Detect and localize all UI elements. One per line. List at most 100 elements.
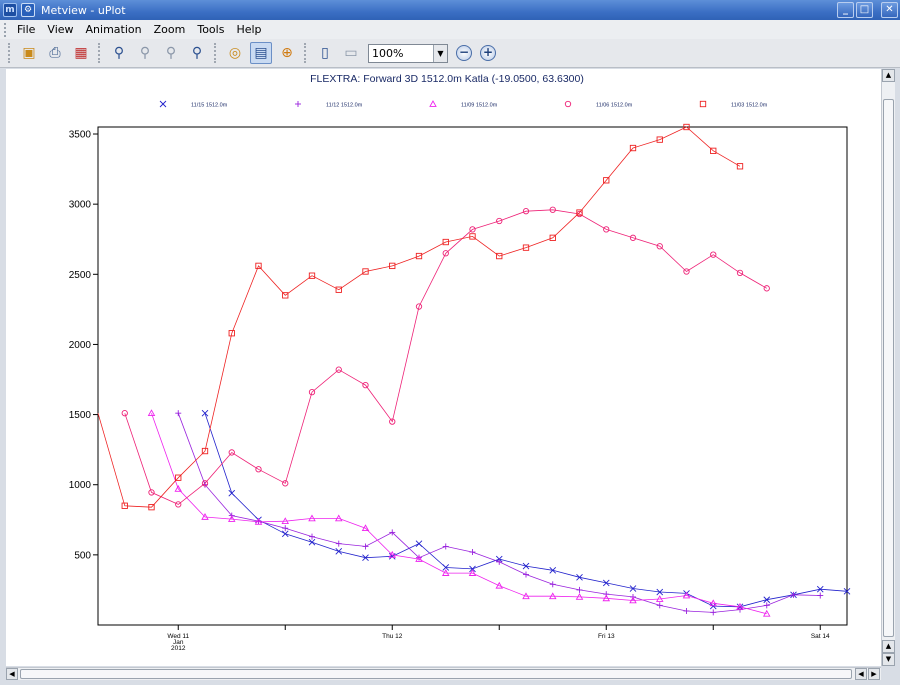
data-point: [496, 252, 503, 260]
data-point: [254, 517, 263, 525]
data-point: [388, 550, 397, 558]
data-point: [389, 262, 396, 270]
data-point: [736, 163, 744, 170]
maximize-button[interactable]: □: [856, 2, 873, 18]
x-tick-sublabel: Jan: [173, 639, 184, 646]
x-tick-sublabel: 2012: [171, 645, 186, 652]
data-point: [549, 206, 556, 213]
data-point: [121, 410, 128, 417]
panel-copy-icon[interactable]: ▭: [344, 45, 358, 61]
scroll-up-button[interactable]: ▲: [882, 69, 895, 82]
chart: FLEXTRA: Forward 3D 1512.0m Katla (-19.0…: [69, 73, 851, 652]
data-point: [629, 585, 637, 592]
data-point: [763, 602, 770, 609]
data-point: [442, 250, 449, 257]
print-icon[interactable]: ⎙: [49, 45, 61, 61]
legend-label: 11/03 1512.0m: [731, 103, 768, 109]
data-point: [602, 594, 611, 602]
zoom-out-button[interactable]: −: [456, 45, 472, 61]
toolbar-separator: [98, 43, 102, 63]
menu-animation[interactable]: Animation: [85, 23, 142, 36]
data-point: [255, 466, 262, 473]
zoom-out-icon[interactable]: ⚲: [139, 45, 151, 61]
menu-view[interactable]: View: [47, 23, 74, 36]
zoom-menu-icon[interactable]: ⚲: [191, 45, 203, 61]
data-point: [388, 552, 396, 560]
panel-left-icon[interactable]: ▯: [321, 45, 329, 61]
data-point: [282, 525, 289, 532]
data-point: [415, 555, 423, 562]
gear-icon[interactable]: ⚙: [21, 3, 35, 17]
menu-zoom[interactable]: Zoom: [153, 23, 186, 36]
data-point: [281, 517, 290, 525]
data-point: [699, 100, 707, 108]
y-tick-label: 2500: [69, 270, 92, 281]
data-point: [415, 303, 423, 310]
vertical-scrollbar[interactable]: ▲ ▲ ▼: [881, 69, 895, 666]
data-point: [549, 234, 556, 241]
minimize-button[interactable]: _: [837, 2, 854, 18]
menubar-grip[interactable]: [4, 22, 7, 37]
zoom-in-icon[interactable]: ⚲: [113, 45, 125, 61]
x-tick-label: Thu 12: [382, 633, 403, 640]
data-point: [201, 447, 209, 455]
plot-canvas[interactable]: FLEXTRA: Forward 3D 1512.0m Katla (-19.0…: [6, 69, 881, 666]
scroll-down-button[interactable]: ▼: [882, 653, 895, 666]
data-point: [147, 409, 156, 417]
cursor-data-icon[interactable]: ⊕: [281, 45, 293, 61]
data-point: [389, 529, 396, 536]
zoom-level-select[interactable]: 100% ▼: [368, 43, 448, 63]
data-point: [362, 543, 369, 550]
menu-help[interactable]: Help: [236, 23, 262, 36]
scroll-up-button-lower[interactable]: ▲: [882, 640, 895, 653]
save-icon[interactable]: ▣: [22, 45, 36, 61]
metview-app-icon[interactable]: m: [3, 3, 17, 17]
data-point: [308, 272, 316, 279]
y-tick-label: 3000: [69, 200, 92, 211]
data-point: [763, 285, 770, 292]
horizontal-scroll-thumb[interactable]: [20, 669, 852, 679]
data-point: [548, 592, 557, 600]
legend-item: 11/09 1512.0m: [429, 100, 498, 109]
toolbar-grip[interactable]: [8, 43, 12, 63]
data-point: [442, 238, 449, 246]
data-point: [335, 548, 343, 555]
data-point: [522, 562, 530, 570]
data-point: [415, 540, 423, 547]
data-point: [576, 573, 583, 581]
data-point: [710, 609, 717, 616]
scroll-left-button[interactable]: ◀: [6, 668, 18, 680]
data-point: [281, 530, 289, 538]
close-button[interactable]: ✕: [881, 2, 898, 18]
data-point: [575, 593, 584, 600]
menu-file[interactable]: File: [17, 23, 36, 36]
data-point: [469, 233, 476, 240]
window-left-border: [0, 69, 6, 685]
magnify-icon[interactable]: ◎: [228, 45, 242, 61]
export-icon[interactable]: ▦: [74, 45, 88, 61]
zoom-reset-icon[interactable]: ⚲: [165, 45, 177, 61]
data-point: [549, 581, 556, 588]
legend-label: 11/12 1512.0m: [326, 103, 363, 109]
plot-frame: [97, 126, 848, 626]
data-point: [629, 596, 637, 604]
horizontal-scrollbar[interactable]: ◀ ◀ ▶: [6, 667, 881, 680]
data-point: [175, 410, 182, 417]
data-point: [522, 244, 530, 251]
scroll-right-button[interactable]: ▶: [868, 668, 880, 680]
series-line: [204, 413, 848, 608]
sidebar-toggle-icon[interactable]: ▤: [250, 42, 272, 64]
scroll-left-button-lower[interactable]: ◀: [855, 668, 867, 680]
series-circle: [121, 206, 770, 508]
data-point: [469, 226, 476, 233]
data-point: [441, 569, 450, 576]
series-plus: [175, 410, 824, 616]
vertical-scroll-thumb[interactable]: [883, 99, 894, 637]
data-point: [683, 607, 690, 614]
chevron-down-icon[interactable]: ▼: [433, 44, 447, 62]
menu-tools[interactable]: Tools: [197, 23, 225, 36]
series-square: [97, 123, 744, 511]
zoom-in-button[interactable]: +: [480, 45, 496, 61]
data-point: [309, 533, 315, 540]
data-point: [415, 252, 423, 260]
